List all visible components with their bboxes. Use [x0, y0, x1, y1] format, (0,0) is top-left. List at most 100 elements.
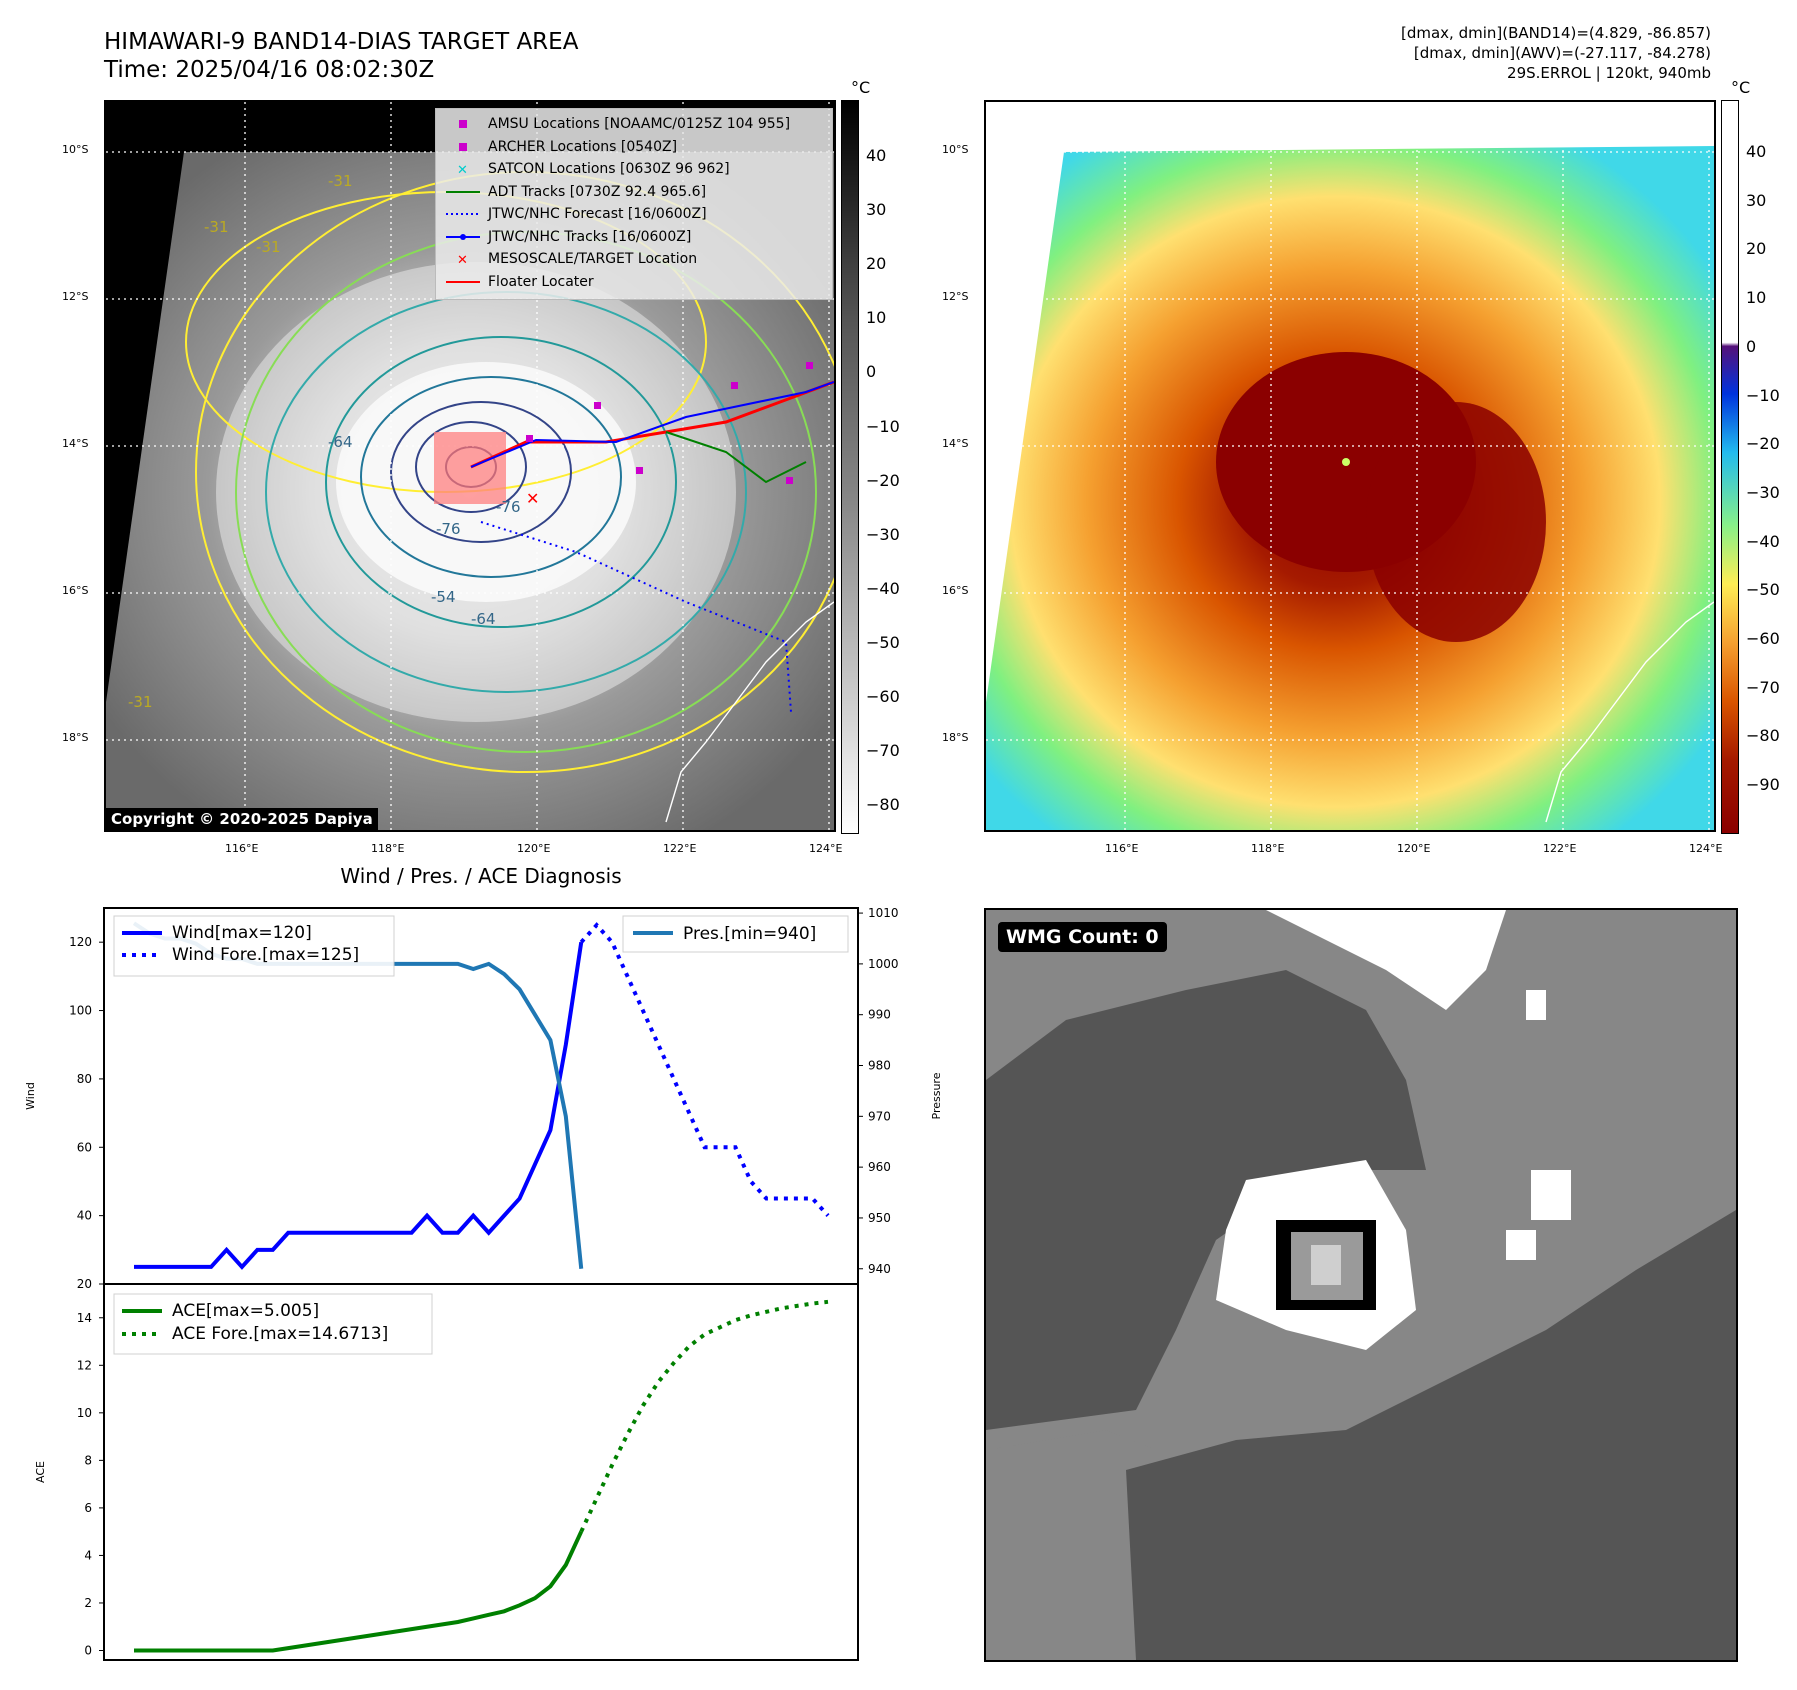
colorbar-tick-label: −10 [1746, 385, 1780, 405]
contour-label: -31 [256, 238, 281, 256]
lat-tick-label: 14°S [62, 437, 89, 450]
lon-tick-label: 120°E [1397, 842, 1431, 855]
y-tick-label: 40 [77, 1209, 92, 1223]
colorbar-tick-label: −90 [1746, 775, 1780, 795]
page-title: HIMAWARI-9 BAND14-DIAS TARGET AREA [104, 29, 579, 55]
lon-tick-label: 124°E [1689, 842, 1723, 855]
awv-map-image [986, 102, 1714, 830]
wind-legend-box [113, 915, 395, 977]
legend-item: Floater Locater [444, 271, 824, 294]
lon-tick-label: 118°E [371, 842, 405, 855]
colorbar-tick-label: −80 [1746, 726, 1780, 746]
lat-tick-label: 12°S [62, 290, 89, 303]
awv-colorbar-unit: °C [1731, 78, 1751, 97]
colorbar-tick-label: 40 [1746, 142, 1767, 161]
series-line-0-0 [134, 941, 584, 1270]
lon-tick-label: 118°E [1251, 842, 1285, 855]
legend-symbol-icon [444, 205, 482, 223]
colorbar-tick-label: −70 [1746, 677, 1780, 697]
y-tick-label: 6 [84, 1501, 92, 1515]
colorbar-tick-label: −60 [1746, 629, 1780, 648]
timestamp: Time: 2025/04/16 08:02:30Z [104, 57, 435, 83]
colorbar-tick-label: 10 [866, 308, 887, 328]
y-right-tick-label: 970 [868, 1109, 891, 1123]
lat-tick-label: 16°S [62, 584, 89, 597]
y-tick-label: 60 [77, 1140, 92, 1154]
colorbar-tick-label: −30 [866, 524, 900, 544]
y-right-tick-label: 1010 [868, 906, 899, 920]
legend-label: ADT Tracks [0730Z 92.4 965.6] [488, 183, 707, 200]
colorbar-tick-label: −60 [866, 687, 900, 706]
colorbar-tick-label: 20 [1746, 239, 1767, 259]
series-line-0-1 [579, 922, 830, 1217]
legend-symbol-icon: ✕ [444, 250, 482, 268]
colorbar-tick-label: 30 [866, 200, 887, 220]
y-right-tick-label: 960 [868, 1160, 891, 1174]
lon-tick-label: 122°E [663, 842, 697, 855]
colorbar-tick-label: −40 [866, 578, 900, 598]
y-right-tick-label: 950 [868, 1211, 891, 1225]
legend-label: Wind Fore.[max=125] [172, 945, 359, 965]
contour-label: -31 [328, 172, 353, 190]
y-tick-label: 14 [77, 1311, 92, 1325]
colorbar-tick-label: 40 [866, 146, 887, 165]
contour-label: -76 [436, 520, 461, 538]
copyright-badge: Copyright © 2020-2025 Dapiya [106, 808, 378, 830]
awv-map-panel[interactable] [984, 100, 1716, 832]
wmg-count-badge: WMG Count: 0 [998, 922, 1167, 952]
ir-colorbar [841, 100, 859, 834]
lon-tick-label: 116°E [225, 842, 259, 855]
legend-symbol-icon [444, 183, 482, 201]
colorbar-tick-label: −70 [866, 741, 900, 761]
colorbar-tick-label: −20 [866, 470, 900, 490]
y-tick-label: 100 [69, 1004, 92, 1018]
lon-tick-label: 122°E [1543, 842, 1577, 855]
ir-colorbar-unit: °C [851, 78, 871, 97]
legend-label: JTWC/NHC Forecast [16/0600Z] [488, 206, 707, 222]
series-line-1-1 [579, 1299, 829, 1533]
legend-symbol-icon [444, 138, 482, 156]
y-tick-label: 12 [77, 1358, 92, 1372]
legend-label: ACE Fore.[max=14.6713] [172, 1324, 388, 1344]
lat-tick-label: 10°S [942, 143, 969, 156]
ir-map-panel[interactable]: ✕ -31 -31 -31 -64 -76 -76 -54 -64 -31 AM… [104, 100, 836, 832]
legend-label: AMSU Locations [NOAAMC/0125Z 104 955] [488, 116, 791, 132]
y-right-tick-label: 1000 [868, 957, 899, 971]
contour-label: -64 [328, 433, 353, 451]
legend-symbol-icon [444, 273, 482, 291]
legend-item: AMSU Locations [NOAAMC/0125Z 104 955] [444, 113, 824, 136]
legend-label: Floater Locater [488, 273, 594, 290]
contour-label: -64 [471, 610, 496, 628]
y-tick-label: 20 [77, 1277, 92, 1291]
colorbar-tick-label: 0 [866, 362, 877, 382]
legend-label: ACE[max=5.005] [172, 1301, 319, 1321]
y-tick-label: 8 [84, 1453, 92, 1467]
contour-label: -31 [128, 693, 153, 711]
colorbar-tick-label: −80 [866, 795, 900, 815]
y-right-tick-label: 990 [868, 1008, 891, 1022]
wmg-panel[interactable]: WMG Count: 0 [984, 908, 1738, 1662]
colorbar-tick-label: 10 [1746, 288, 1767, 308]
svg-text:✕: ✕ [457, 163, 468, 178]
legend-item: ✕ MESOSCALE/TARGET Location [444, 248, 824, 271]
legend-label: MESOSCALE/TARGET Location [488, 251, 698, 267]
lat-tick-label: 12°S [942, 290, 969, 303]
legend-label: ARCHER Locations [0540Z] [488, 138, 678, 155]
y-tick-label: 80 [77, 1072, 92, 1086]
legend-label: JTWC/NHC Tracks [16/0600Z] [488, 228, 692, 245]
svg-text:✕: ✕ [457, 253, 468, 268]
lon-tick-label: 120°E [517, 842, 551, 855]
svg-text:✕: ✕ [526, 489, 539, 508]
colorbar-tick-label: −20 [1746, 434, 1780, 454]
info-dmax-awv: [dmax, dmin](AWV)=(-27.117, -84.278) [1413, 44, 1711, 62]
ace-legend-box [113, 1293, 433, 1355]
legend-item: JTWC/NHC Tracks [16/0600Z] [444, 226, 824, 249]
legend-item: JTWC/NHC Forecast [16/0600Z] [444, 203, 824, 226]
legend-item: ARCHER Locations [0540Z] [444, 136, 824, 159]
colorbar-tick-label: −50 [866, 632, 900, 652]
wmg-image [986, 910, 1736, 1660]
colorbar-tick-label: 20 [866, 254, 887, 274]
ace-plot-frame [103, 1283, 859, 1661]
series-line-1-0 [134, 1530, 584, 1653]
lon-tick-label: 116°E [1105, 842, 1139, 855]
